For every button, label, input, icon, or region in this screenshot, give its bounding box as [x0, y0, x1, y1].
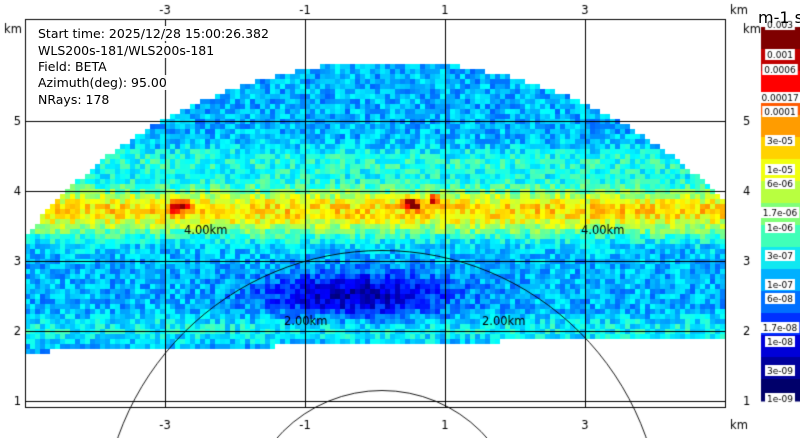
colorbar-title: m-1 sr-1 [758, 8, 800, 27]
instrument-label: WLS200s-181/WLS200s-181 [36, 43, 217, 58]
azimuth-label: Azimuth(deg): 95.00 [36, 75, 169, 90]
field-label: Field: BETA [36, 59, 109, 74]
nrays-label: NRays: 178 [36, 92, 112, 107]
start-time-label: Start time: 2025/12/28 15:00:26.382 [36, 26, 271, 41]
